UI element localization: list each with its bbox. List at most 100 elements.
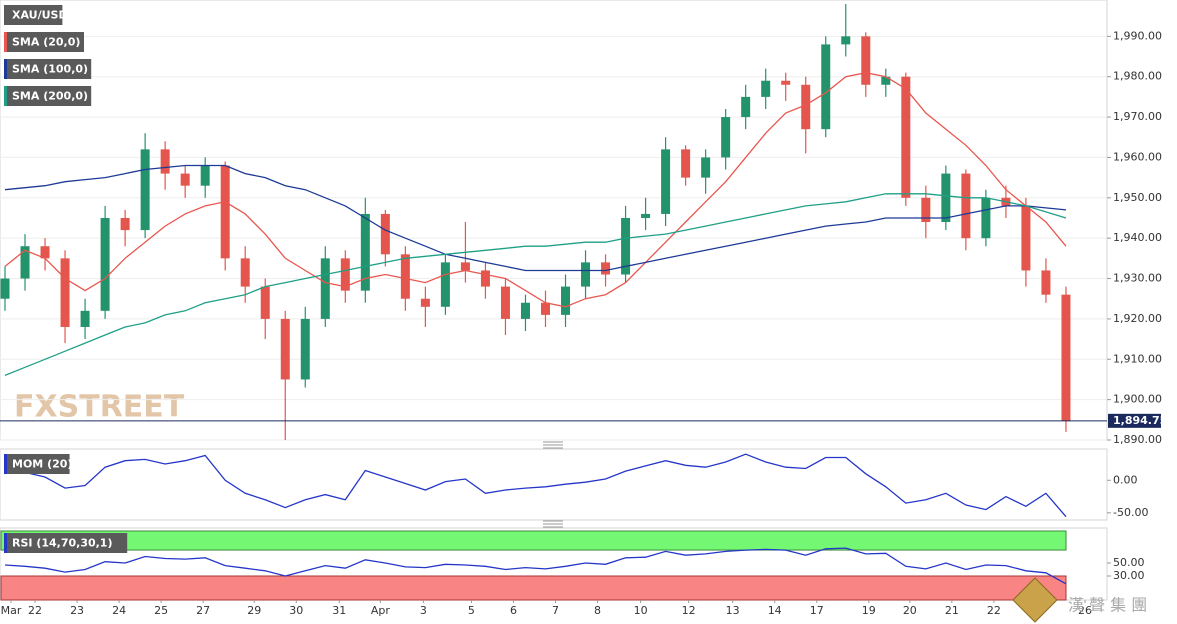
x-tick-label: 23 (70, 604, 84, 617)
y-tick-label: 1,930.00 (1113, 272, 1162, 285)
x-tick-label: 26 (1078, 604, 1092, 617)
x-tick-label: Mar (1, 604, 22, 617)
candle-body (781, 80, 791, 85)
x-tick-label: 5 (468, 604, 475, 617)
candle-body (641, 213, 651, 218)
legend-box (4, 32, 84, 52)
legend-box (4, 454, 70, 474)
candle-body (360, 213, 370, 291)
x-tick-label: Apr (371, 604, 391, 617)
legend-label: SMA (20,0) (12, 36, 80, 49)
candle-body (320, 258, 330, 319)
x-tick-label: 21 (945, 604, 959, 617)
main-pane (0, 0, 1108, 441)
series-line (4, 164, 1067, 272)
candle-body (420, 298, 430, 307)
candle-body (0, 278, 10, 299)
y-tick-label: 30.00 (1113, 569, 1145, 582)
candle-body (561, 286, 571, 315)
x-tick-label: 17 (810, 604, 824, 617)
candle-body (180, 173, 190, 186)
series-line (4, 453, 1067, 518)
candle-body (681, 149, 691, 178)
candle-body (621, 217, 631, 275)
legend-label: MOM (20) (12, 458, 72, 471)
candle-body (300, 318, 310, 380)
candle-body (280, 318, 290, 380)
y-tick-label: 1,960.00 (1113, 150, 1162, 163)
pane-handle[interactable] (543, 441, 563, 449)
series-line (4, 72, 1067, 308)
legend-label: XAU/USD (12, 9, 68, 22)
candle-body (841, 36, 851, 45)
y-tick-label: 1,920.00 (1113, 312, 1162, 325)
x-tick-label: 14 (768, 604, 782, 617)
candle-body (140, 149, 150, 231)
y-tick-label: 1,890.00 (1113, 433, 1162, 446)
x-tick-label: 7 (552, 604, 559, 617)
x-tick-label: 31 (332, 604, 346, 617)
candle-body (100, 217, 110, 311)
candle-body (400, 254, 410, 299)
legend-box (4, 86, 92, 106)
candle-body (821, 44, 831, 130)
candle-body (861, 36, 871, 85)
y-tick-label: -50.00 (1113, 506, 1148, 519)
candle-body (120, 217, 130, 231)
legend-box (4, 5, 63, 25)
plot-layer: 1,890.00 1,900.00 1,910.00 1,920.00 1,930.00… (0, 4, 1167, 617)
y-tick-label: 1,970.00 (1113, 110, 1162, 123)
candle-body (540, 302, 550, 315)
x-tick-label: 10 (634, 604, 648, 617)
candle-body (761, 80, 771, 97)
legend-swatch (4, 59, 7, 79)
candle-body (1021, 205, 1031, 271)
candle-body (380, 213, 390, 255)
candle-body (1041, 270, 1051, 295)
y-tick-label: 1,990.00 (1113, 29, 1162, 42)
candle-body (20, 246, 30, 279)
legend-box (4, 533, 128, 553)
y-tick-label: 1,900.00 (1113, 393, 1162, 406)
candle-body (340, 258, 350, 291)
series-line (4, 193, 1067, 377)
candle-body (60, 258, 70, 327)
last-price-tag (1108, 413, 1161, 428)
mom-pane (0, 448, 1108, 521)
legend-box (4, 59, 92, 79)
legend-label: SMA (100,0) (12, 63, 88, 76)
legend-label: RSI (14,70,30,1) (12, 537, 112, 550)
candle-body (601, 262, 611, 275)
candle-body (961, 173, 971, 239)
x-tick-label: 29 (247, 604, 261, 617)
y-tick-label: 1,940.00 (1113, 231, 1162, 244)
oversold-band (0, 575, 1067, 601)
candle-body (741, 96, 751, 118)
x-tick-label: 24 (112, 604, 126, 617)
legend-swatch (4, 454, 7, 474)
candle-body (921, 197, 931, 223)
legend-swatch (4, 86, 7, 106)
legend-label: SMA (200,0) (12, 90, 88, 103)
y-tick-label: 1,980.00 (1113, 70, 1162, 83)
y-tick-label: 0.00 (1113, 473, 1138, 486)
candle-body (1061, 294, 1071, 421)
overbought-band (0, 530, 1067, 551)
candle-body (200, 165, 210, 186)
candle-body (901, 76, 911, 198)
pane-handle[interactable] (543, 520, 563, 528)
candle-body (260, 286, 270, 319)
x-tick-label: 20 (903, 604, 917, 617)
legend-swatch (4, 32, 7, 52)
candle-body (460, 262, 470, 271)
candle-body (941, 173, 951, 223)
legend-swatch (4, 533, 7, 553)
candle-body (661, 149, 671, 214)
logo-mark (1012, 577, 1058, 623)
candle-body (440, 262, 450, 307)
candle-body (581, 262, 591, 287)
y-tick-label: 50.00 (1113, 556, 1145, 569)
x-tick-label: 3 (420, 604, 427, 617)
series-line (4, 547, 1067, 585)
